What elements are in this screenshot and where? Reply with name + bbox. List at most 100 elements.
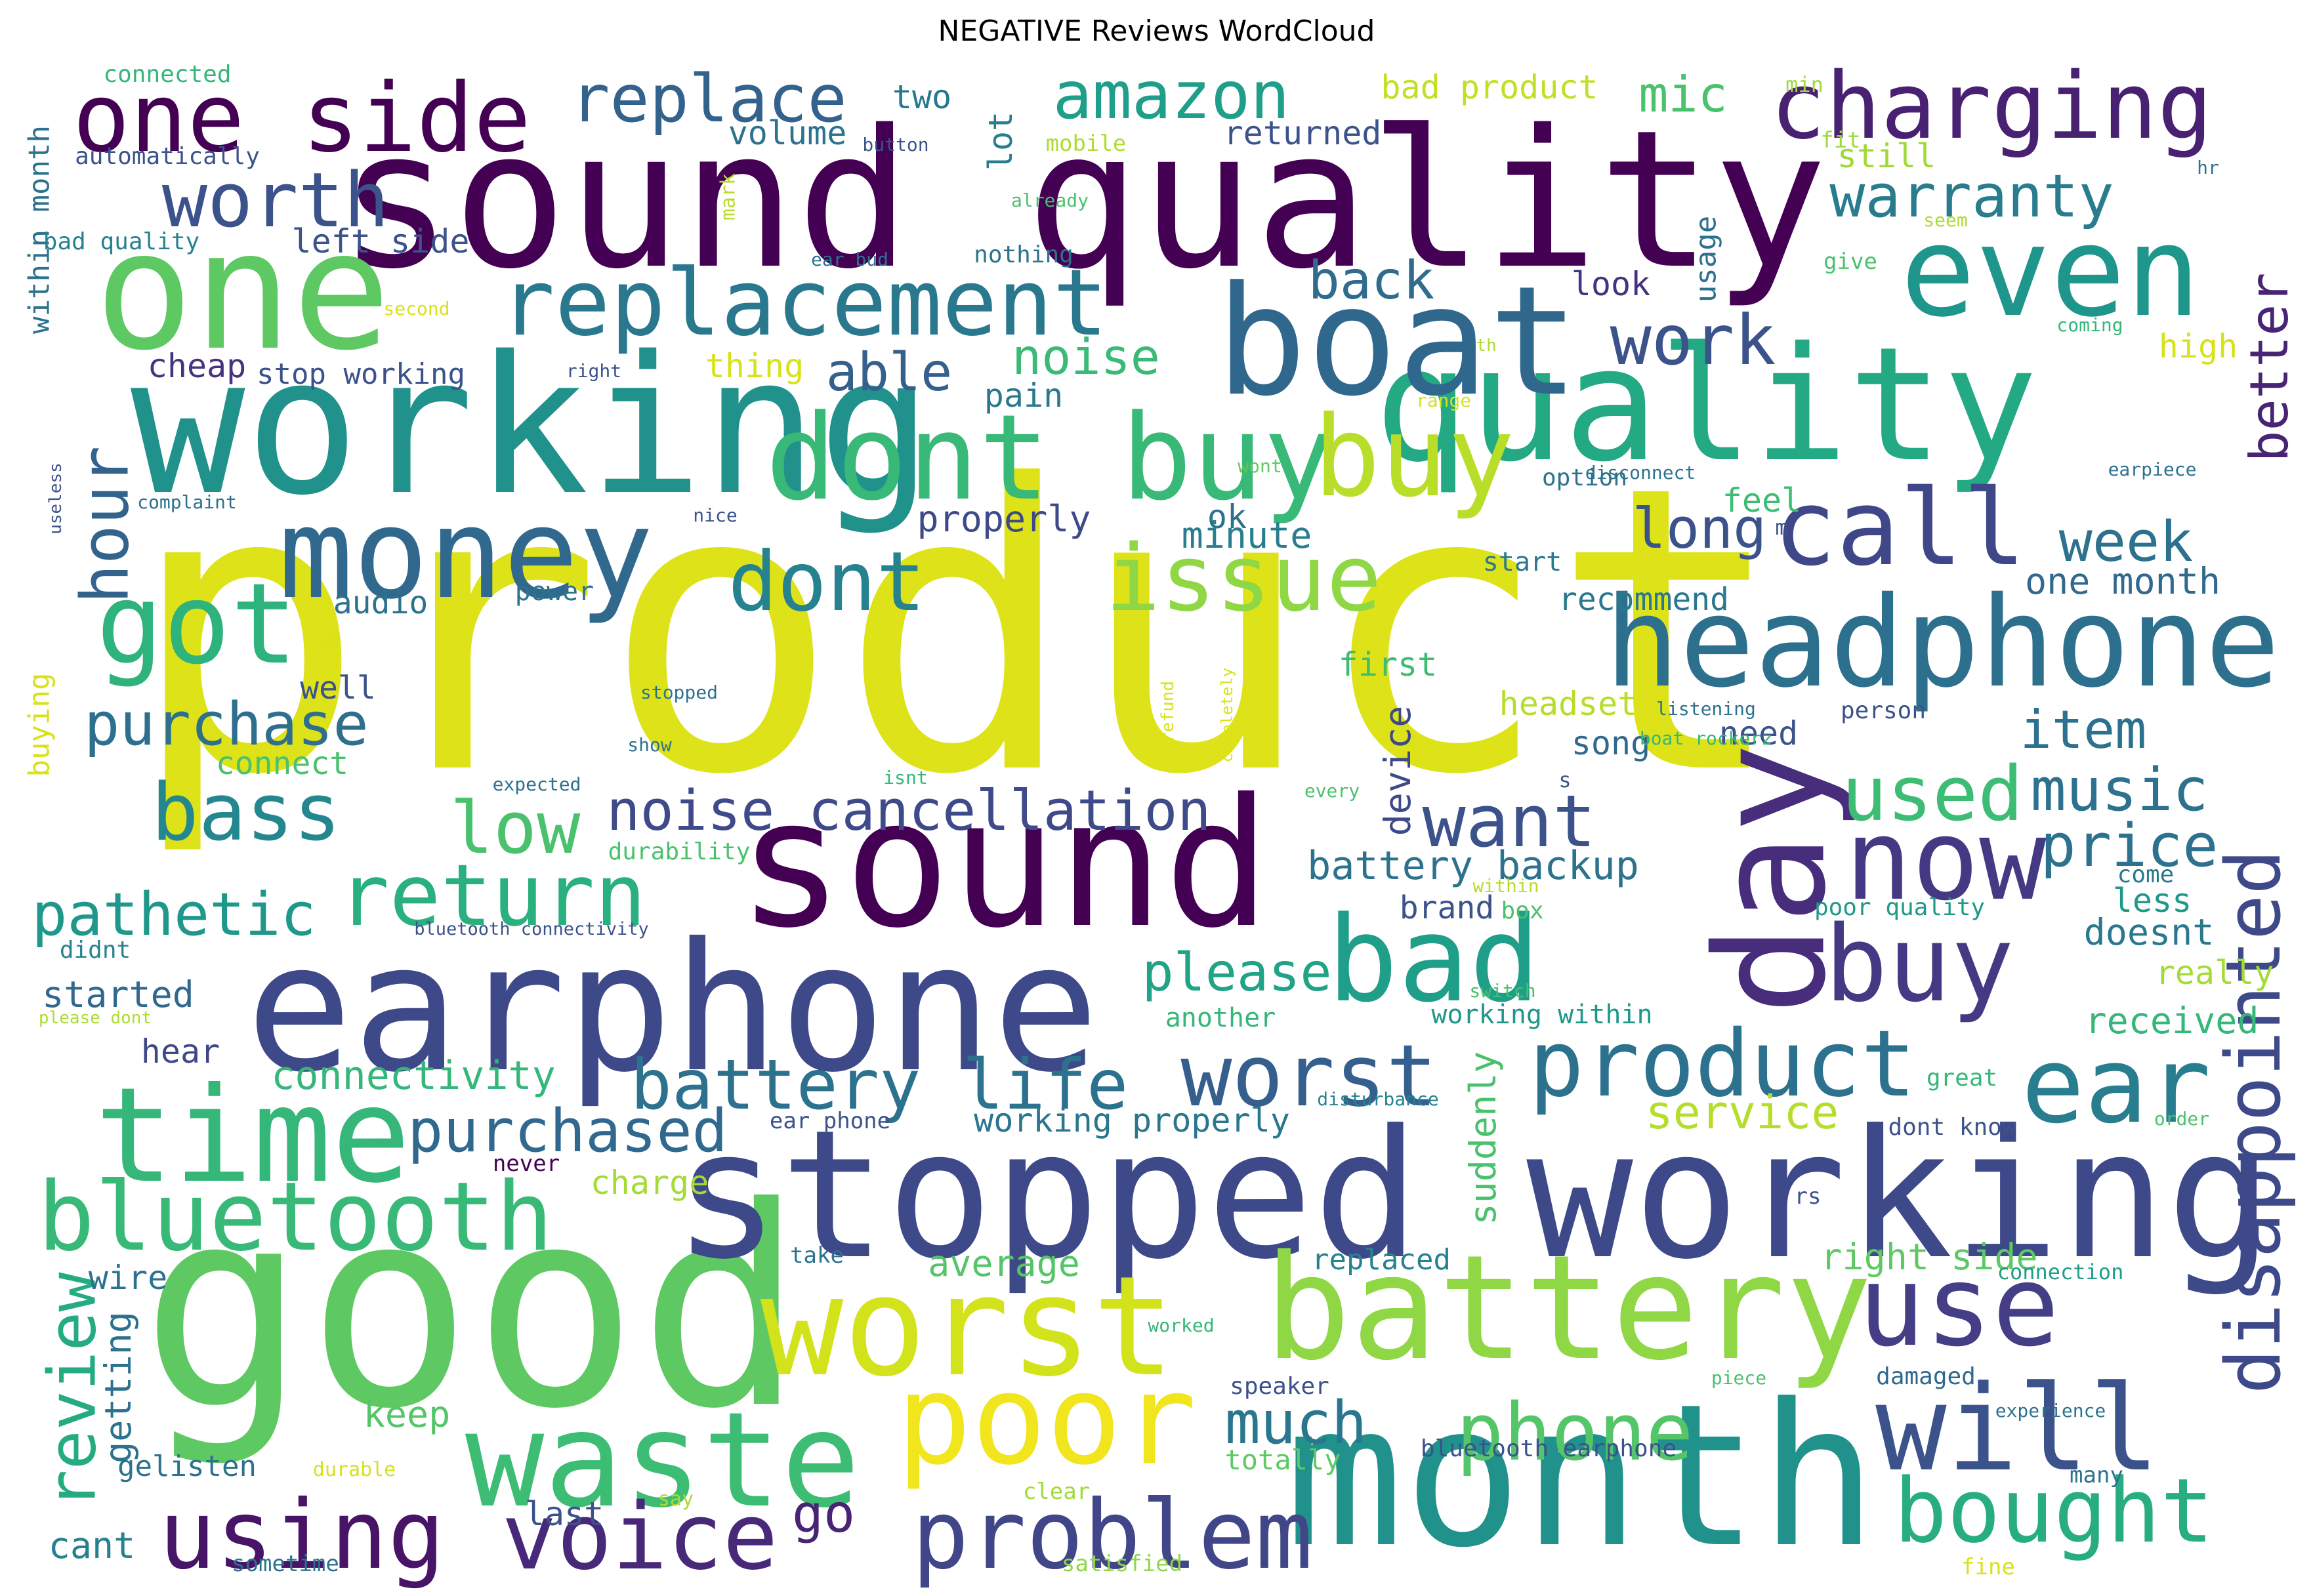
word-switch: switch xyxy=(1469,980,1535,1002)
word-within-month: within month xyxy=(23,125,56,334)
word-product: product xyxy=(129,402,1788,861)
word-dont: dont xyxy=(728,535,925,630)
word-useless: useless xyxy=(46,462,66,535)
word-voice: voice xyxy=(501,1484,778,1591)
word-month: month xyxy=(1285,1362,1877,1591)
word-will: will xyxy=(1875,1361,2159,1498)
word-never: never xyxy=(493,1151,560,1177)
word-earphone: earphone xyxy=(246,905,1099,1111)
word-damaged: damaged xyxy=(1876,1363,1976,1390)
word-nothing: nothing xyxy=(974,241,1073,268)
word-boat-rockerz: boat rockerz xyxy=(1640,727,1772,749)
word-first: first xyxy=(1339,645,1438,684)
word-buy: buy xyxy=(1313,392,1514,522)
word-week: week xyxy=(2059,510,2194,575)
word-nice: nice xyxy=(693,504,737,526)
word-lot: lot xyxy=(982,112,1020,171)
word-right: right xyxy=(566,360,621,382)
word-m: m xyxy=(1775,515,1787,540)
word-bad-product: bad product xyxy=(1381,68,1598,106)
word-bluetooth: bluetooth xyxy=(37,1162,553,1273)
word-didnt: didnt xyxy=(60,937,131,964)
word-stopped-working: stopped working xyxy=(673,1092,2273,1298)
word-now: now xyxy=(1844,796,2047,926)
word-return: return xyxy=(338,846,646,945)
word-say: say xyxy=(658,1488,694,1511)
word-battery-backup: battery backup xyxy=(1307,843,1639,889)
word-quality: quality xyxy=(1374,313,2037,497)
word-coming: coming xyxy=(2056,314,2123,336)
word-cheap: cheap xyxy=(148,347,247,385)
word-able: able xyxy=(826,342,953,403)
word-started: started xyxy=(42,973,194,1015)
word-purchased: purchased xyxy=(407,1097,728,1166)
word-use: use xyxy=(1858,1242,2059,1372)
word-durable: durable xyxy=(313,1458,396,1481)
word-bass: bass xyxy=(152,767,341,859)
word-ear-bud: ear bud xyxy=(811,249,888,270)
word-one-side: one side xyxy=(73,63,531,174)
word-rs: rs xyxy=(1795,1183,1822,1210)
word-getting: getting xyxy=(97,1311,139,1463)
word-order: order xyxy=(2154,1108,2209,1130)
word-well: well xyxy=(300,670,376,706)
word-replacement: replacement xyxy=(499,250,1108,357)
word-money: money xyxy=(278,481,654,626)
word-mic: mic xyxy=(1638,66,1727,123)
word-mobile: mobile xyxy=(1046,131,1127,157)
word-person: person xyxy=(1841,697,1926,724)
word-charging: charging xyxy=(1770,53,2213,160)
word-last: last xyxy=(525,1495,604,1533)
word-wire: wire xyxy=(89,1259,167,1297)
word-time: time xyxy=(94,1059,411,1212)
word-earpiece: earpiece xyxy=(2108,459,2197,480)
word-fine: fine xyxy=(1961,1554,2015,1580)
word-ear-phone: ear phone xyxy=(770,1108,890,1134)
word-hr: hr xyxy=(2197,157,2219,178)
word-working: working xyxy=(131,316,932,537)
word-power: power xyxy=(515,577,594,607)
word-dont-know: dont know xyxy=(1888,1114,2016,1141)
word-music: music xyxy=(2031,756,2209,825)
word-good: good xyxy=(140,1149,804,1469)
word-gelisten: gelisten xyxy=(117,1450,257,1483)
word-connect: connect xyxy=(216,745,348,782)
word-need: need xyxy=(1719,714,1798,752)
word-sound-quality: sound quality xyxy=(338,90,1827,311)
word-come: come xyxy=(2117,861,2175,888)
word-headphone: headphone xyxy=(1604,570,2280,715)
word-bluetooth-connectivity: bluetooth connectivity xyxy=(414,919,649,939)
word-battery-life: battery life xyxy=(631,1045,1129,1125)
word-already: already xyxy=(1011,190,1089,211)
word-minute: minute xyxy=(1182,514,1312,556)
word-replace: replace xyxy=(570,60,846,137)
word-im: im xyxy=(316,628,340,651)
word-disturbance: disturbance xyxy=(1317,1088,1438,1110)
word-complaint: complaint xyxy=(137,491,237,513)
word-box: box xyxy=(1501,897,1543,924)
word-pathetic: pathetic xyxy=(31,880,316,949)
word-two: two xyxy=(892,78,951,116)
word-working-properly: working properly xyxy=(974,1101,1290,1139)
word-th: th xyxy=(1476,336,1496,356)
word-work: work xyxy=(1610,300,1776,380)
word-buying: buying xyxy=(23,673,56,777)
word-issue: issue xyxy=(1105,525,1381,632)
word-expected: expected xyxy=(493,773,581,795)
word-show: show xyxy=(627,734,672,756)
word-purchase: purchase xyxy=(84,690,368,759)
word-stop-working: stop working xyxy=(257,358,465,391)
word-battery: battery xyxy=(1264,1224,1872,1392)
word-s: s xyxy=(1558,767,1571,792)
word-worst: worst xyxy=(761,1246,1175,1407)
word-back: back xyxy=(1308,250,1435,311)
word-clear: clear xyxy=(1023,1479,1090,1505)
word-high: high xyxy=(2159,327,2238,365)
word-volume: volume xyxy=(728,114,847,152)
word-option: option xyxy=(1542,464,1627,491)
word-take: take xyxy=(790,1242,844,1269)
word-automatically: automatically xyxy=(75,143,260,170)
word-item: item xyxy=(2020,699,2147,760)
word-many: many xyxy=(2070,1462,2123,1488)
word-noise-cancellation: noise cancellation xyxy=(606,779,1211,844)
